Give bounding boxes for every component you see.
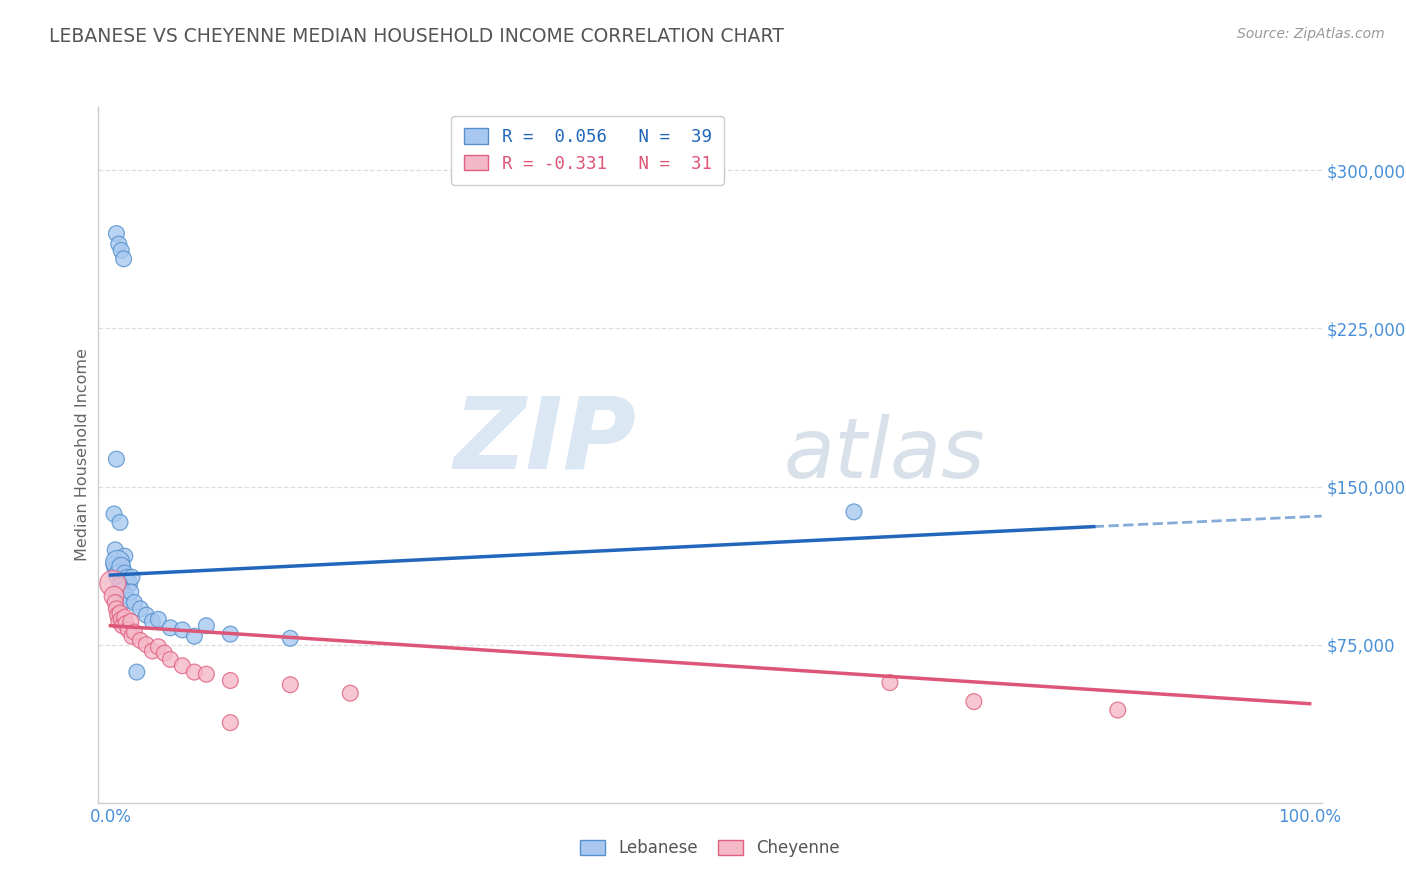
Point <box>107 585 129 599</box>
Point <box>110 612 132 626</box>
Point <box>124 625 146 640</box>
Point <box>105 566 128 580</box>
Point <box>148 612 170 626</box>
Point <box>118 576 141 591</box>
Legend: Lebanese, Cheyenne: Lebanese, Cheyenne <box>574 833 846 864</box>
Point <box>111 582 134 597</box>
Point <box>141 644 163 658</box>
Point <box>121 629 143 643</box>
Point <box>159 621 181 635</box>
Point <box>105 227 128 241</box>
Point <box>1107 703 1129 717</box>
Point <box>111 572 134 586</box>
Point <box>104 562 127 576</box>
Point <box>172 658 194 673</box>
Point <box>101 576 124 591</box>
Point <box>278 678 301 692</box>
Point <box>108 606 131 620</box>
Point <box>110 559 132 574</box>
Point <box>108 516 131 530</box>
Point <box>183 665 205 679</box>
Point <box>114 610 136 624</box>
Point <box>108 237 129 252</box>
Point <box>148 640 170 654</box>
Point <box>104 595 127 609</box>
Point <box>112 252 135 266</box>
Point <box>135 608 157 623</box>
Point <box>125 665 148 679</box>
Point <box>108 568 129 582</box>
Point <box>124 595 146 609</box>
Point <box>135 638 157 652</box>
Point <box>129 633 152 648</box>
Point <box>120 615 142 629</box>
Point <box>107 556 129 570</box>
Point <box>278 632 301 646</box>
Point <box>172 623 194 637</box>
Point <box>219 627 242 641</box>
Point <box>121 570 143 584</box>
Point <box>103 589 125 603</box>
Point <box>195 618 218 632</box>
Point <box>183 629 205 643</box>
Point <box>114 566 136 580</box>
Point <box>117 623 139 637</box>
Point <box>129 602 152 616</box>
Point <box>108 579 131 593</box>
Point <box>114 549 136 563</box>
Point <box>105 452 128 467</box>
Point <box>117 593 139 607</box>
Point <box>111 618 134 632</box>
Point <box>219 673 242 688</box>
Point <box>141 615 163 629</box>
Point <box>103 507 125 521</box>
Point <box>107 608 129 623</box>
Text: LEBANESE VS CHEYENNE MEDIAN HOUSEHOLD INCOME CORRELATION CHART: LEBANESE VS CHEYENNE MEDIAN HOUSEHOLD IN… <box>49 27 785 45</box>
Y-axis label: Median Household Income: Median Household Income <box>75 349 90 561</box>
Point <box>879 675 901 690</box>
Point <box>115 589 138 603</box>
Point <box>104 542 127 557</box>
Point <box>103 558 125 572</box>
Point <box>110 244 132 258</box>
Text: atlas: atlas <box>783 415 986 495</box>
Point <box>108 615 129 629</box>
Point <box>115 570 138 584</box>
Point <box>842 505 865 519</box>
Point <box>219 715 242 730</box>
Point <box>963 695 986 709</box>
Point <box>159 652 181 666</box>
Point <box>153 646 176 660</box>
Point <box>105 602 128 616</box>
Point <box>339 686 361 700</box>
Point <box>120 585 142 599</box>
Point <box>195 667 218 681</box>
Text: Source: ZipAtlas.com: Source: ZipAtlas.com <box>1237 27 1385 41</box>
Text: ZIP: ZIP <box>454 392 637 490</box>
Point <box>115 616 138 631</box>
